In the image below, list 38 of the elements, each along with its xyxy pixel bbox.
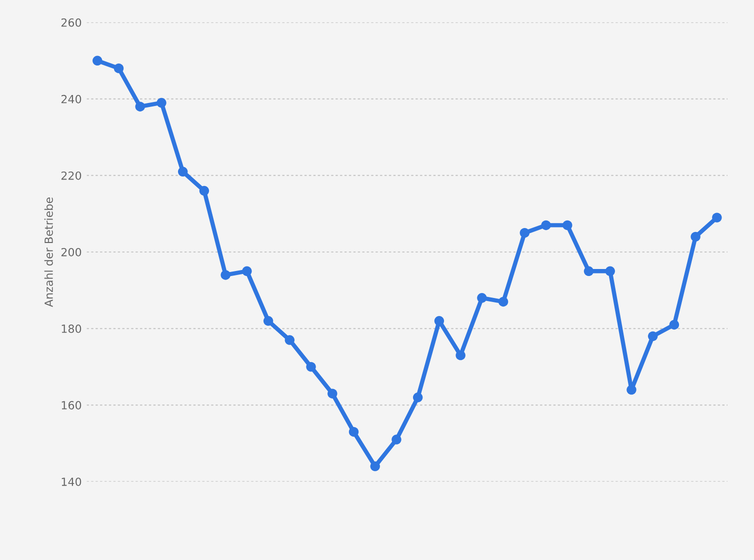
point [648,331,658,342]
point [135,102,145,112]
point [562,220,572,230]
point [220,270,230,280]
y-tick-label: 240 [61,94,82,104]
point [156,98,166,108]
y-tick-label: 160 [62,401,82,410]
point [199,186,210,196]
point [328,388,338,398]
point [114,63,124,74]
point [541,220,551,230]
point [178,166,188,176]
point [92,56,102,66]
point [712,212,722,222]
point [370,461,380,472]
point [392,434,402,444]
point [520,228,530,238]
y-tick-label: 180 [62,324,82,333]
y-axis-title: Anzahl der Betriebe [44,198,53,307]
point [242,266,252,276]
y-tick-label: 220 [61,171,82,180]
point [348,426,359,437]
point [477,293,487,303]
point [263,316,274,326]
point [306,362,316,372]
y-tick-label: 260 [61,18,82,27]
y-tick-label: 140 [62,478,82,486]
point [456,350,466,360]
y-tick-label: 200 [61,248,82,256]
point [434,316,444,326]
point [284,335,295,345]
point [498,296,508,307]
point [669,320,680,330]
point [605,266,615,276]
point [626,384,636,395]
point [412,392,423,402]
point [584,266,594,276]
point [690,232,700,242]
